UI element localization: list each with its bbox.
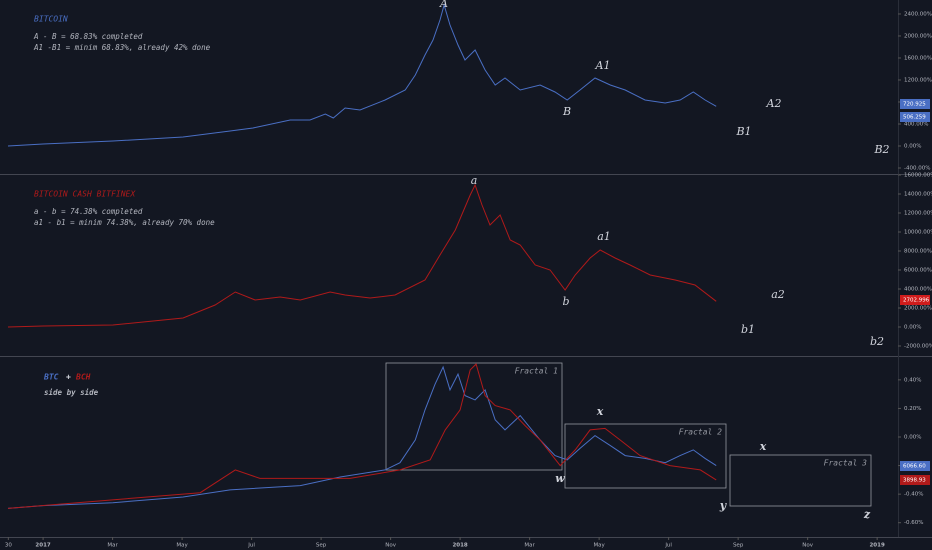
y-tick-label: 1200.00%	[904, 77, 932, 83]
y-tick-label: -0.40%	[904, 492, 923, 498]
wave-label: A1	[595, 59, 611, 72]
y-tick-label: 0.00%	[904, 435, 921, 441]
wave-label: B2	[873, 143, 889, 156]
x-tick-label: Mar	[107, 543, 118, 549]
pane-title: BITCOIN CASH BITFINEX	[34, 190, 136, 199]
pane-subtitle: side by side	[44, 388, 99, 397]
x-tick-label: May	[176, 543, 188, 549]
pane-title: BITCOIN	[34, 15, 68, 24]
price-label-bg	[900, 475, 930, 485]
wave-label: x	[596, 405, 604, 418]
y-tick-label: 1600.00%	[904, 55, 932, 61]
price-line	[7, 363, 717, 509]
x-tick-label: Nov	[385, 543, 396, 549]
fractal-box	[385, 362, 563, 471]
wave-label: B	[562, 105, 571, 118]
x-tick-label: Nov	[802, 543, 813, 549]
price-label-bg	[900, 295, 930, 305]
y-tick-label: -2000.00%	[904, 344, 932, 350]
x-tick-label: Sep	[733, 543, 744, 549]
x-tick-label: 2019	[869, 543, 884, 549]
x-tick-label: May	[593, 543, 605, 549]
fractal-box	[564, 423, 727, 489]
price-label: 3898.93	[903, 478, 926, 484]
price-label-bg	[900, 112, 930, 122]
price-label-bg	[900, 461, 930, 471]
x-tick-label: 30	[5, 543, 12, 549]
wave-label: a2	[771, 288, 785, 301]
y-tick-label: 2000.00%	[904, 306, 932, 312]
y-tick-label: 0.40%	[904, 377, 921, 383]
wave-label: a	[471, 174, 478, 187]
pane-title: +	[66, 373, 71, 382]
wave-label: b1	[741, 323, 755, 336]
price-line	[7, 365, 717, 509]
y-tick-label: 0.00%	[904, 143, 921, 149]
price-label: 6066.60	[903, 464, 926, 470]
wave-label: A	[439, 0, 448, 10]
y-tick-label: 12000.00%	[904, 211, 932, 217]
price-label: 506.259	[903, 115, 926, 121]
price-label: 2702.996	[903, 298, 930, 304]
y-tick-label: 0.00%	[904, 325, 921, 331]
y-tick-label: -0.60%	[904, 520, 923, 526]
pane-title: BTC	[43, 373, 59, 382]
x-tick-label: 2017	[35, 543, 50, 549]
y-tick-label: 400.00%	[904, 121, 928, 127]
fractal-label: Fractal 2	[679, 428, 723, 437]
wave-label: x	[759, 440, 767, 453]
price-line	[7, 183, 717, 328]
x-tick-label: Jul	[247, 543, 255, 549]
y-tick-label: 2400.00%	[904, 11, 932, 17]
fractal-box	[729, 454, 872, 507]
price-label: 720.925	[903, 102, 926, 108]
fractal-label: Fractal 1	[515, 367, 558, 376]
note: A - B = 68.83% completed	[33, 32, 143, 41]
price-line	[7, 3, 717, 147]
note: A1 -B1 = minim 68.83%, already 42% done	[33, 43, 211, 52]
x-tick-label: Jul	[664, 543, 672, 549]
wave-label: w	[555, 472, 565, 485]
y-tick-label: 0.20%	[904, 406, 921, 412]
wave-label: b2	[870, 335, 884, 348]
wave-label: b	[562, 295, 569, 308]
wave-label: B1	[735, 125, 751, 138]
y-tick-label: -400.00%	[904, 165, 930, 171]
x-tick-label: Sep	[316, 543, 327, 549]
x-tick-label: Mar	[524, 543, 535, 549]
fractal-label: Fractal 3	[824, 459, 868, 468]
note: a - b = 74.38% completed	[34, 207, 143, 216]
y-tick-label: 10000.00%	[904, 230, 932, 236]
note: a1 - b1 = minim 74.38%, already 70% done	[34, 218, 215, 227]
wave-label: a1	[597, 230, 611, 243]
wave-label: z	[863, 508, 871, 521]
y-tick-label: 4000.00%	[904, 287, 932, 293]
pane-title: BCH	[75, 373, 91, 382]
y-tick-label: 14000.00%	[904, 192, 932, 198]
y-tick-label: 8000.00%	[904, 249, 932, 255]
price-label-bg	[900, 99, 930, 109]
x-tick-label: 2018	[452, 543, 467, 549]
wave-label: y	[719, 499, 728, 512]
y-tick-label: 16000.00%	[904, 173, 932, 179]
y-tick-label: 6000.00%	[904, 268, 932, 274]
wave-label: A2	[766, 97, 782, 110]
y-tick-label: 2000.00%	[904, 33, 932, 39]
